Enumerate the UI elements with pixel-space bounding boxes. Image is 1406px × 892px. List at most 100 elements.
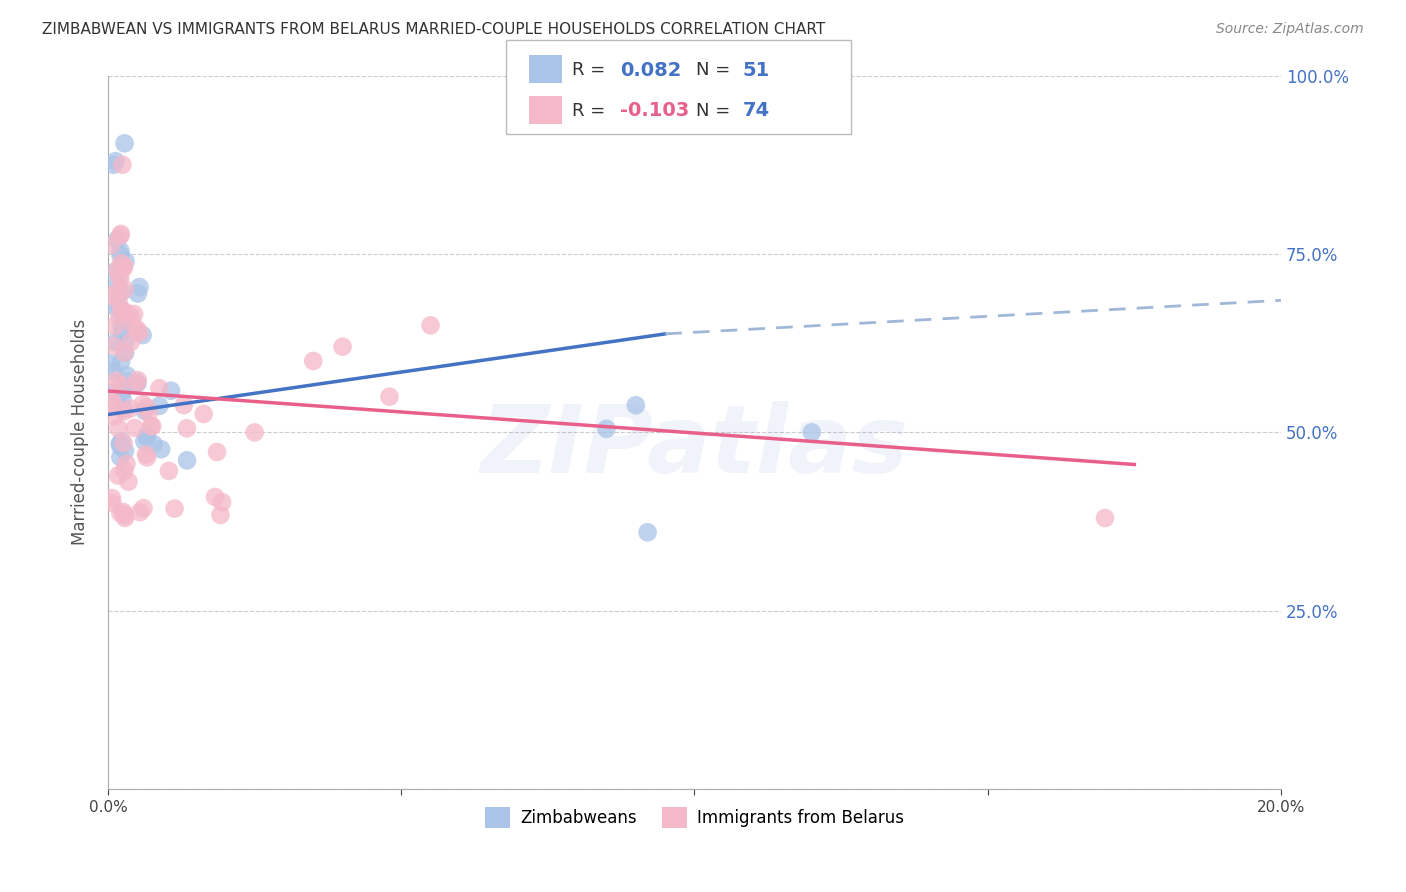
Point: [104, 154, 127, 169]
Point: [115, 457, 138, 471]
Text: N =: N =: [696, 61, 735, 79]
Legend: Zimbabweans, Immigrants from Belarus: Zimbabweans, Immigrants from Belarus: [478, 801, 911, 834]
Point: [100, 357, 122, 371]
Text: R =: R =: [572, 61, 612, 79]
Point: [127, 323, 149, 337]
Point: [110, 248, 132, 262]
Point: [103, 158, 125, 172]
Point: [104, 374, 127, 388]
Text: ZIMBABWEAN VS IMMIGRANTS FROM BELARUS MARRIED-COUPLE HOUSEHOLDS CORRELATION CHAR: ZIMBABWEAN VS IMMIGRANTS FROM BELARUS MA…: [42, 22, 825, 37]
Point: [104, 409, 127, 424]
Point: [111, 285, 134, 299]
Point: [211, 495, 233, 509]
Point: [107, 468, 129, 483]
Point: [112, 436, 135, 450]
Text: Source: ZipAtlas.com: Source: ZipAtlas.com: [1216, 22, 1364, 37]
Point: [114, 346, 136, 360]
Point: [108, 300, 131, 314]
Point: [112, 401, 135, 416]
Point: [120, 309, 142, 323]
Point: [243, 425, 266, 440]
Point: [110, 450, 132, 464]
Point: [100, 238, 122, 252]
Point: [107, 277, 129, 291]
Text: 51: 51: [742, 61, 769, 79]
Point: [111, 384, 134, 398]
Point: [176, 453, 198, 467]
Point: [142, 437, 165, 451]
Point: [302, 354, 325, 368]
Point: [127, 286, 149, 301]
Point: [134, 404, 156, 418]
Point: [624, 398, 647, 412]
Point: [419, 318, 441, 333]
Point: [105, 232, 128, 246]
Point: [112, 261, 135, 276]
Point: [110, 244, 132, 258]
Point: [141, 419, 163, 434]
Point: [378, 390, 401, 404]
Point: [112, 404, 135, 418]
Point: [110, 256, 132, 270]
Point: [104, 319, 127, 334]
Point: [205, 445, 228, 459]
Point: [107, 284, 129, 298]
Point: [138, 406, 160, 420]
Point: [157, 464, 180, 478]
Point: [204, 490, 226, 504]
Text: N =: N =: [696, 102, 735, 120]
Point: [103, 364, 125, 378]
Text: 74: 74: [742, 101, 769, 120]
Point: [104, 264, 127, 278]
Point: [101, 396, 124, 410]
Point: [127, 373, 149, 387]
Point: [163, 501, 186, 516]
Point: [135, 430, 157, 444]
Point: [176, 421, 198, 435]
Point: [800, 425, 823, 440]
Point: [112, 505, 135, 519]
Point: [114, 136, 136, 151]
Point: [122, 307, 145, 321]
Point: [103, 299, 125, 313]
Point: [100, 392, 122, 407]
Point: [139, 419, 162, 434]
Text: R =: R =: [572, 102, 612, 120]
Point: [114, 463, 136, 477]
Point: [114, 283, 136, 297]
Point: [107, 294, 129, 309]
Point: [101, 496, 124, 510]
Point: [107, 421, 129, 435]
Point: [110, 506, 132, 520]
Text: -0.103: -0.103: [620, 101, 689, 120]
Point: [132, 501, 155, 516]
Point: [135, 400, 157, 414]
Text: ZIPatlas: ZIPatlas: [481, 401, 908, 492]
Point: [101, 288, 124, 302]
Point: [115, 312, 138, 326]
Point: [114, 336, 136, 351]
Y-axis label: Married-couple Households: Married-couple Households: [72, 319, 89, 546]
Point: [108, 271, 131, 285]
Point: [110, 434, 132, 449]
Point: [128, 505, 150, 519]
Point: [120, 401, 142, 416]
Point: [111, 326, 134, 340]
Point: [637, 525, 659, 540]
Point: [173, 398, 195, 412]
Point: [114, 511, 136, 525]
Point: [115, 368, 138, 383]
Point: [1094, 511, 1116, 525]
Point: [108, 310, 131, 324]
Point: [110, 227, 132, 241]
Point: [124, 421, 146, 435]
Point: [135, 447, 157, 461]
Point: [114, 508, 136, 522]
Point: [122, 318, 145, 333]
Point: [111, 158, 134, 172]
Point: [110, 439, 132, 453]
Point: [112, 259, 135, 273]
Point: [128, 326, 150, 340]
Point: [112, 345, 135, 359]
Point: [193, 407, 215, 421]
